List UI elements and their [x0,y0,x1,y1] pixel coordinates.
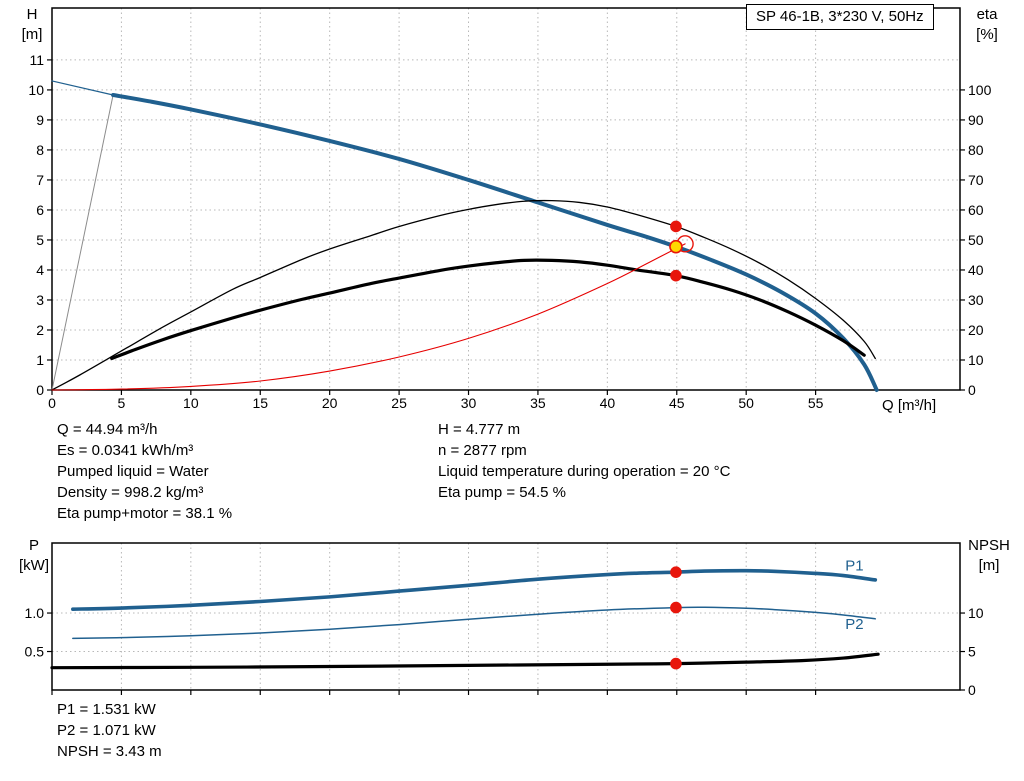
h-curve-lead [51,80,114,96]
x-tick-label: 10 [183,395,199,411]
y-left-tick-label: 10 [28,82,44,98]
y-left-tick-label: 1 [36,352,44,368]
result-line: H = 4.777 m [438,421,521,438]
x-tick-label: 25 [391,395,407,411]
y-left-tick-label: 8 [36,142,44,158]
y-right-tick-label: 10 [968,352,984,368]
y-right-tick-label: 50 [968,232,984,248]
x-tick-label: 5 [118,395,126,411]
plot-frame [51,542,961,691]
p-axis-title: P [kW] [10,536,58,576]
eta-pump-motor-curve [110,258,866,361]
eta-pump-curve [51,199,876,391]
y-left-tick-label: 3 [36,292,44,308]
npsh-point [670,657,682,670]
eta-pump-point [670,220,682,233]
x-tick-label: 15 [252,395,268,411]
eta-axis-title: eta [%] [964,5,1010,45]
curve-label-p1: P1 [845,557,863,574]
q-axis-label: Q [m³/h] [882,397,937,414]
eta-axis-unit: [%] [976,26,998,43]
result-line: Pumped liquid = Water [57,463,209,480]
x-tick-label: 55 [808,395,824,411]
power-results: P1 = 1.531 kW P2 = 1.071 kW NPSH = 3.43 m [57,699,162,762]
y-right-tick-label: 30 [968,292,984,308]
result-line: Es = 0.0341 kWh/m³ [57,442,194,459]
result-line: Eta pump = 54.5 % [438,484,566,501]
y-right-tick-label: 70 [968,172,984,188]
result-line: P2 = 1.071 kW [57,722,156,739]
h-curve [111,93,879,392]
x-tick-label: 50 [738,395,754,411]
y-right-tick-label: 40 [968,262,984,278]
result-line: NPSH = 3.43 m [57,743,162,760]
pump-title-box: SP 46-1B, 3*230 V, 50Hz [746,4,934,30]
y-left-tick-label: 4 [36,262,44,278]
x-tick-label: 45 [669,395,685,411]
min-flow-line [51,94,114,391]
h-axis-unit: [m] [21,26,43,43]
y-left-tick-label: 7 [36,172,44,188]
y-left-tick-label: 11 [29,52,44,68]
p1-curve [71,568,878,611]
y-left-tick-label: 0 [36,382,44,398]
npsh-curve [50,652,880,670]
system-curve [51,243,686,391]
duty-results-right: H = 4.777 m n = 2877 rpm Liquid temperatur… [438,419,730,503]
y-left-tick-label: 2 [36,322,44,338]
y-right-tick-label: 20 [968,322,984,338]
p-axis-label: P [28,537,39,554]
npsh-axis-label: NPSH [968,537,1010,554]
y-right-tick-label: 10 [968,605,984,621]
y-left-tick-label: 5 [36,232,44,248]
y-right-tick-label: 80 [968,142,984,158]
x-tick-label: 20 [322,395,338,411]
result-line: Density = 998.2 kg/m³ [57,484,204,501]
result-line: P1 = 1.531 kW [57,701,156,718]
y-right-tick-label: 60 [968,202,984,218]
x-tick-label: 35 [530,395,546,411]
p-axis-unit: [kW] [19,557,49,574]
p2-point [670,601,682,614]
p2-curve [72,606,877,640]
p1-point [670,566,682,578]
y-right-tick-label: 90 [968,112,984,128]
duty-point [669,239,683,254]
x-tick-label: 40 [600,395,616,411]
x-tick-label: 0 [48,395,56,411]
result-line: Eta pump+motor = 38.1 % [57,505,233,522]
eta-axis-label: eta [976,6,998,23]
plot-frame [51,7,961,391]
npsh-axis-title: NPSH [m] [958,536,1020,576]
y-right-tick-label: 0 [968,682,976,698]
result-line: Q = 44.94 m³/h [57,421,158,438]
y-left-tick-label: 0.5 [25,644,45,660]
eta-pump-motor-point [670,269,682,282]
y-left-tick-label: 6 [36,202,44,218]
y-right-tick-label: 5 [968,644,976,660]
y-right-tick-label: 100 [968,82,992,98]
result-line: n = 2877 rpm [438,442,527,459]
curve-label-p2: P2 [845,616,863,633]
result-line: Liquid temperature during operation = 20… [438,463,731,480]
y-left-tick-label: 9 [36,112,44,128]
duty-results-left: Q = 44.94 m³/h Es = 0.0341 kWh/m³ Pumped l… [57,419,232,524]
x-tick-label: 30 [461,395,477,411]
h-axis-label: H [26,6,38,23]
npsh-axis-unit: [m] [978,557,1000,574]
y-left-tick-label: 1.0 [25,605,45,621]
y-right-tick-label: 0 [968,382,976,398]
h-axis-title: H [m] [14,5,50,45]
